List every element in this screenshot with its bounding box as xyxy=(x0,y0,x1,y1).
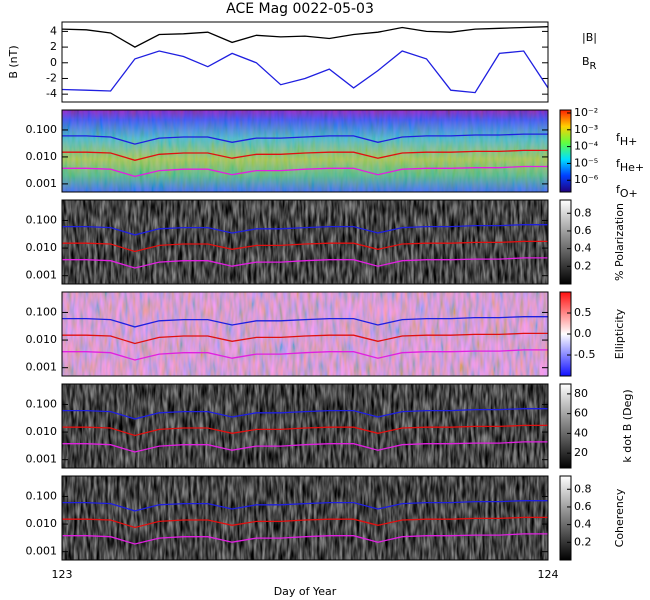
y-tick-label: 0.010 xyxy=(26,517,58,530)
series-line xyxy=(62,533,548,545)
colorbar-tick-label: 80 xyxy=(574,387,588,400)
colorbar xyxy=(559,383,572,469)
colorbar-tick-label: 0.2 xyxy=(574,259,592,272)
legend-label: |B| xyxy=(582,31,597,44)
y-tick-label: 0.100 xyxy=(26,213,58,226)
spectrogram-texture xyxy=(62,200,548,284)
colorbar-tick-label: 10⁻³ xyxy=(574,123,598,136)
series-line xyxy=(62,240,548,253)
x-axis-label: Day of Year xyxy=(274,585,337,598)
series-line xyxy=(62,257,548,269)
series-line xyxy=(62,424,548,437)
colorbar-label: Coherency xyxy=(613,488,626,547)
plot-frame xyxy=(61,383,549,469)
series-line xyxy=(62,349,548,361)
plot-frame xyxy=(61,21,549,103)
series-line xyxy=(62,408,548,420)
y-tick-label: 0.100 xyxy=(26,489,58,502)
y-tick-label: 0.010 xyxy=(26,333,58,346)
y-tick-label: 0.010 xyxy=(26,150,58,163)
y-tick-label: 0.010 xyxy=(26,241,58,254)
colorbar xyxy=(559,199,572,285)
colorbar xyxy=(559,475,572,561)
series-line xyxy=(62,316,548,328)
colorbar-tick-label: 40 xyxy=(574,426,588,439)
colorbar-label: Ellipticity xyxy=(613,308,626,359)
x-tick-label: 124 xyxy=(538,568,559,581)
colorbar-tick-label: 0.5 xyxy=(574,306,592,319)
spectrogram-texture xyxy=(62,384,548,468)
y-tick-label: -4 xyxy=(46,87,57,100)
colorbar-label: % Polarization xyxy=(613,203,626,281)
series-line xyxy=(62,165,548,178)
series-line xyxy=(62,441,548,453)
colorbar-tick-label: 0.8 xyxy=(574,482,592,495)
legend-label: BR xyxy=(582,55,597,72)
y-tick-label: 0.100 xyxy=(26,397,58,410)
y-tick-label: -2 xyxy=(46,71,57,84)
plot-frame xyxy=(61,109,549,193)
spectrogram-texture xyxy=(62,476,548,560)
y-tick-label: 0.100 xyxy=(26,123,58,136)
y-axis-label: B (nT) xyxy=(7,45,20,78)
y-tick-label: 0 xyxy=(50,56,57,69)
y-tick-label: 4 xyxy=(50,24,57,37)
chart-title: ACE Mag 0022-05-03 xyxy=(226,1,374,17)
series-line xyxy=(62,149,548,161)
series-line xyxy=(62,133,548,145)
colorbar-tick-label: 0.6 xyxy=(574,224,592,237)
colorbar-tick-label: 20 xyxy=(574,446,588,459)
y-tick-label: 0.010 xyxy=(26,425,58,438)
plot-frame xyxy=(61,475,549,561)
colorbar-tick-label: 10⁻⁶ xyxy=(574,173,599,186)
series-line xyxy=(62,516,548,529)
colorbar-tick-label: 0.4 xyxy=(574,518,592,531)
colorbar-tick-label: 0.2 xyxy=(574,535,592,548)
y-tick-label: 2 xyxy=(50,40,57,53)
legend-label: fHe+ xyxy=(616,157,644,174)
series-line xyxy=(61,26,549,48)
spectrogram-texture xyxy=(62,110,548,192)
series-line xyxy=(62,332,548,345)
legend-label: fO+ xyxy=(616,183,638,200)
colorbar-tick-label: -0.5 xyxy=(574,348,595,361)
y-tick-label: 0.001 xyxy=(26,453,58,466)
x-tick-label: 123 xyxy=(52,568,73,581)
series-line xyxy=(62,500,548,512)
colorbar xyxy=(559,109,572,193)
colorbar-tick-label: 0.0 xyxy=(574,327,592,340)
series-line xyxy=(62,224,548,236)
y-tick-label: 0.001 xyxy=(26,269,58,282)
y-tick-label: 0.001 xyxy=(26,361,58,374)
colorbar-tick-label: 60 xyxy=(574,407,588,420)
y-tick-label: 0.001 xyxy=(26,177,58,190)
plot-frame xyxy=(61,291,549,377)
y-tick-label: 0.001 xyxy=(26,545,58,558)
series-line xyxy=(61,50,549,94)
colorbar-tick-label: 0.8 xyxy=(574,206,592,219)
plot-frame xyxy=(61,199,549,285)
legend-label: fH+ xyxy=(616,131,637,148)
colorbar-tick-label: 0.4 xyxy=(574,242,592,255)
colorbar-tick-label: 0.6 xyxy=(574,500,592,513)
colorbar-tick-label: 10⁻⁵ xyxy=(574,156,598,169)
colorbar-tick-label: 10⁻² xyxy=(574,106,598,119)
y-tick-label: 0.100 xyxy=(26,305,58,318)
colorbar-label: k dot B (Deg) xyxy=(621,389,634,462)
colorbar-tick-label: 10⁻⁴ xyxy=(574,140,599,153)
spectrogram-texture xyxy=(62,292,548,376)
